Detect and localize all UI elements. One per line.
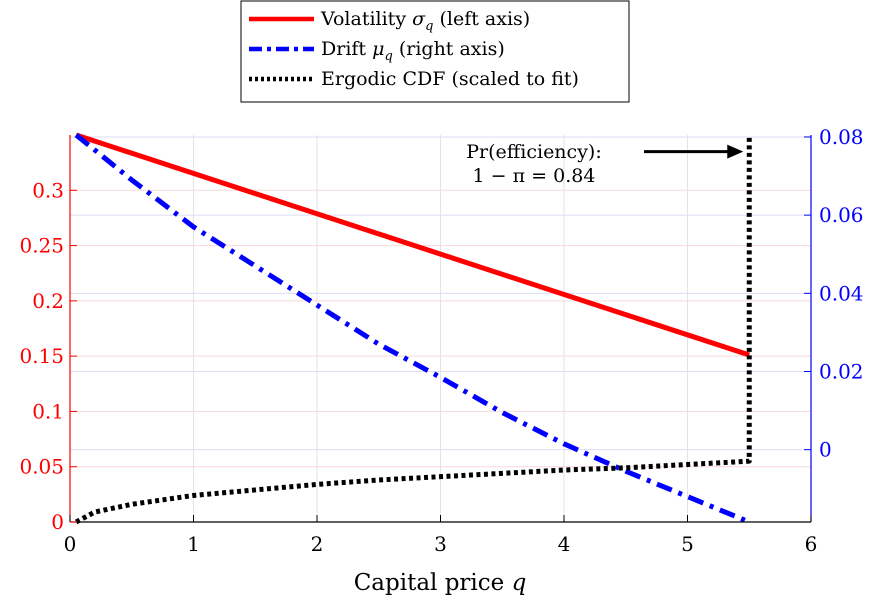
right-tick-label: 0.08 bbox=[819, 125, 864, 149]
x-tick-label: 5 bbox=[681, 532, 694, 556]
left-tick-label: 0.3 bbox=[32, 178, 64, 202]
legend-label-volatility: Volatility σq (left axis) bbox=[320, 8, 530, 34]
x-tick-label: 0 bbox=[64, 532, 77, 556]
x-tick-label: 6 bbox=[805, 532, 818, 556]
grid bbox=[69, 135, 812, 523]
series-layer bbox=[74, 132, 752, 525]
x-axis-label: Capital price q bbox=[354, 570, 527, 596]
legend-label-cdf: Ergodic CDF (scaled to fit) bbox=[321, 68, 579, 90]
x-tick-label: 1 bbox=[187, 532, 200, 556]
x-tick-label: 3 bbox=[434, 532, 447, 556]
left-tick-label: 0.1 bbox=[32, 399, 64, 423]
annotation-arrowhead bbox=[727, 144, 744, 159]
left-tick-label: 0 bbox=[51, 510, 64, 534]
right-tick-label: 0.04 bbox=[819, 281, 864, 305]
right-tick-label: 0.02 bbox=[819, 360, 864, 384]
x-tick-label: 2 bbox=[311, 532, 324, 556]
legend-label-drift: Drift μq (right axis) bbox=[321, 38, 505, 64]
left-tick-label: 0.05 bbox=[19, 455, 64, 479]
right-tick-label: 0.06 bbox=[819, 203, 864, 227]
annotation-line1: Pr(efficiency): bbox=[466, 141, 602, 163]
volatility-line bbox=[75, 132, 751, 358]
left-tick-label: 0.15 bbox=[19, 344, 64, 368]
ergodic-cdf-line bbox=[74, 135, 752, 525]
left-tick-label: 0.25 bbox=[19, 234, 64, 258]
axes bbox=[69, 135, 812, 523]
annotation-line2: 1 − π = 0.84 bbox=[473, 165, 596, 187]
drift-line bbox=[74, 133, 751, 525]
left-tick-label: 0.2 bbox=[32, 289, 64, 313]
annotation: Pr(efficiency): 1 − π = 0.84 bbox=[466, 141, 744, 187]
tick-labels: 0 1 2 3 4 5 6 0 0.05 0.1 0.15 0.2 0.25 0.3 0 0.02 0.04 0.… bbox=[19, 125, 863, 556]
right-tick-label: 0 bbox=[819, 438, 832, 462]
legend: Volatility σq (left axis) Drift μq (righ… bbox=[240, 0, 630, 103]
x-tick-label: 4 bbox=[558, 532, 571, 556]
